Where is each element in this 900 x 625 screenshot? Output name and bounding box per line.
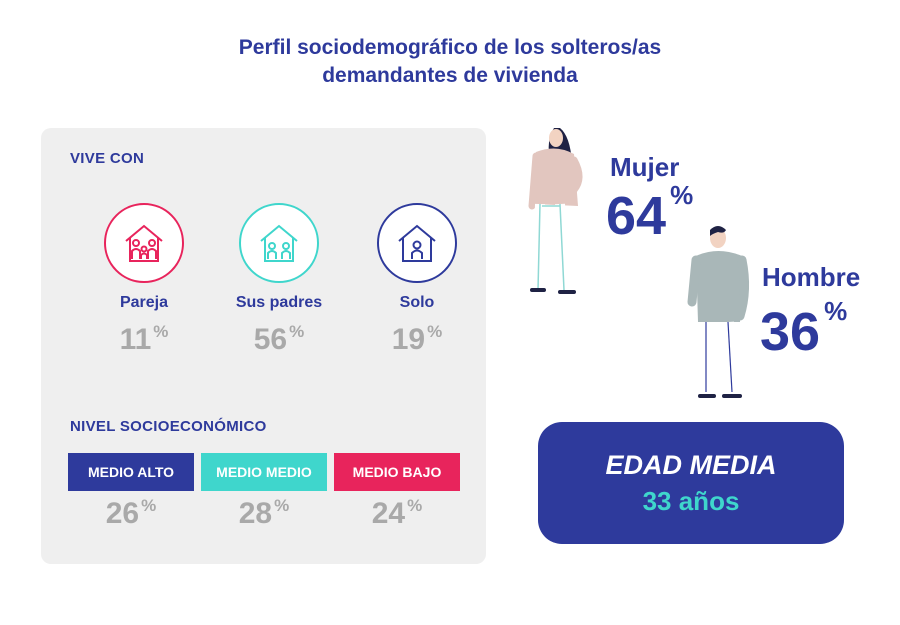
medio-alto-percent: 26%	[61, 496, 201, 531]
percent-sign: %	[824, 296, 848, 326]
pareja-label: Pareja	[119, 294, 169, 311]
medio-alto-value: 26	[105, 497, 140, 530]
pareja-percent: 11%	[74, 322, 214, 357]
edad-media-value: 33 años	[642, 486, 740, 516]
percent-sign: %	[407, 496, 423, 515]
pareja-circle	[104, 203, 184, 283]
percent-sign: %	[289, 322, 305, 341]
mujer-label: Mujer	[610, 152, 680, 182]
medio-bajo-value: 24	[371, 497, 406, 530]
solo-label: Solo	[399, 294, 435, 311]
vive-con-label: VIVE CON	[70, 150, 145, 167]
medio-bajo-box: MEDIO BAJO	[334, 453, 460, 491]
single-house-icon	[398, 224, 436, 262]
solo-percent: 19%	[347, 322, 487, 357]
medio-bajo-percent: 24%	[327, 496, 467, 531]
solo-circle	[377, 203, 457, 283]
medio-alto-box: MEDIO ALTO	[68, 453, 194, 491]
parents-house-icon	[260, 224, 298, 262]
solo-value: 19	[391, 323, 426, 356]
mujer-percent: 64%	[606, 180, 693, 247]
percent-sign: %	[153, 322, 169, 341]
title-line-2: demandantes de vivienda	[322, 64, 578, 87]
percent-sign: %	[670, 180, 694, 210]
percent-sign: %	[427, 322, 443, 341]
title-line-1: Perfil sociodemográfico de los solteros/…	[238, 36, 662, 59]
sus-padres-percent: 56%	[209, 322, 349, 357]
sus-padres-label: Sus padres	[235, 294, 323, 311]
stats-panel	[41, 128, 486, 564]
hombre-label: Hombre	[762, 262, 861, 292]
medio-medio-value: 28	[238, 497, 273, 530]
family-house-icon	[125, 224, 163, 262]
edad-media-title: EDAD MEDIA	[605, 450, 777, 480]
mujer-value: 64	[606, 186, 667, 246]
man-illustration	[687, 226, 750, 398]
percent-sign: %	[274, 496, 290, 515]
sus-padres-value: 56	[253, 323, 288, 356]
woman-illustration	[528, 128, 583, 294]
percent-sign: %	[141, 496, 157, 515]
hombre-value: 36	[760, 302, 821, 362]
sus-padres-circle	[239, 203, 319, 283]
hombre-percent: 36%	[760, 296, 847, 363]
edad-media-box: EDAD MEDIA 33 años	[538, 422, 844, 544]
medio-medio-box: MEDIO MEDIO	[201, 453, 327, 491]
pareja-value: 11	[119, 323, 152, 356]
nivel-label: NIVEL SOCIOECONÓMICO	[70, 418, 267, 435]
medio-medio-percent: 28%	[194, 496, 334, 531]
page-title: Perfil sociodemográfico de los solteros/…	[0, 34, 900, 90]
